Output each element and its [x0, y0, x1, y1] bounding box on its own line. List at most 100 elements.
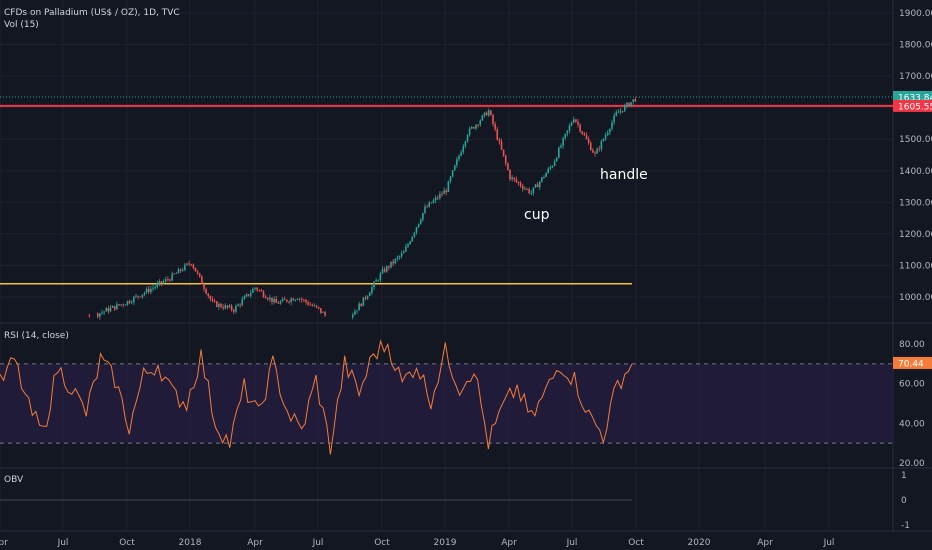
candle — [568, 125, 571, 131]
candle — [487, 110, 490, 116]
last-price-tag: 1633.84 — [898, 93, 932, 103]
candle — [232, 309, 235, 312]
candle — [368, 293, 371, 297]
candle — [105, 308, 108, 312]
candle — [279, 301, 282, 304]
candle — [126, 301, 129, 305]
candle — [449, 176, 452, 182]
rsi-last-tag-bg — [893, 356, 932, 369]
time-axis-label: Apr — [0, 538, 8, 548]
time-axis-label: Jul — [566, 538, 578, 548]
candle — [307, 302, 309, 305]
candle — [101, 312, 103, 314]
candle — [264, 296, 267, 299]
candle — [572, 119, 575, 123]
candle — [402, 251, 405, 254]
candle — [428, 202, 431, 207]
candle — [158, 281, 161, 284]
candle — [445, 190, 448, 193]
candle — [458, 155, 460, 160]
price-axis-label: 1100.00 — [899, 261, 932, 271]
candle — [111, 305, 114, 308]
candle — [470, 126, 473, 129]
candle — [613, 115, 615, 123]
candle — [122, 304, 125, 306]
candle — [630, 102, 632, 107]
candle — [477, 124, 479, 126]
candle — [381, 269, 384, 274]
candle — [417, 223, 420, 228]
obv-pane-title: OBV — [4, 475, 24, 485]
price-axis-label: 1200.00 — [899, 230, 932, 240]
candle — [303, 299, 305, 301]
candle — [375, 280, 377, 282]
candle — [141, 294, 144, 298]
candle — [589, 142, 592, 151]
candle — [396, 257, 399, 259]
candle — [456, 159, 458, 166]
candle — [453, 165, 456, 171]
candle — [139, 296, 142, 298]
candle — [296, 299, 299, 300]
candle — [526, 188, 528, 190]
candle — [209, 295, 212, 300]
candle — [228, 305, 231, 308]
candle — [411, 236, 414, 242]
candle — [549, 167, 552, 169]
candle — [543, 177, 545, 178]
candle — [120, 304, 122, 306]
obv-axis-label: 0 — [901, 496, 907, 506]
candle — [324, 312, 326, 316]
candle — [201, 276, 203, 285]
candle — [377, 280, 380, 281]
candle — [230, 305, 233, 310]
candle — [358, 303, 360, 311]
candle — [239, 304, 241, 306]
candle — [443, 190, 445, 195]
candle — [188, 263, 190, 265]
candle — [256, 287, 258, 291]
rsi-last-tag: 70.44 — [898, 359, 924, 369]
candle — [483, 112, 486, 116]
candle — [500, 141, 503, 150]
resistance-price-tag: 1605.55 — [898, 102, 932, 112]
candle — [241, 299, 244, 306]
candle — [162, 281, 165, 284]
candle — [160, 281, 163, 284]
candle — [462, 146, 465, 153]
candle — [538, 181, 541, 188]
candle — [492, 115, 494, 125]
candle — [113, 305, 116, 310]
candle — [171, 273, 173, 281]
candle — [519, 183, 522, 187]
candle — [103, 311, 105, 313]
candle — [164, 279, 167, 282]
rsi-axis-label: 60.00 — [899, 380, 925, 390]
candle — [226, 305, 229, 308]
candle — [570, 122, 573, 126]
time-axis-label: Oct — [119, 538, 135, 548]
price-axis-label: 1300.00 — [899, 198, 932, 208]
price-axis-label: 1800.00 — [899, 41, 932, 51]
candle — [430, 202, 433, 204]
handle-annotation: handle — [600, 167, 648, 183]
candle — [400, 253, 403, 257]
time-axis-label: Apr — [247, 538, 263, 548]
candle — [466, 135, 469, 142]
candle — [424, 206, 426, 214]
candle — [536, 184, 539, 188]
candle — [583, 133, 586, 136]
candle — [524, 188, 526, 190]
candle — [215, 301, 218, 307]
candle — [513, 177, 516, 180]
candle — [167, 279, 169, 280]
candle — [288, 301, 290, 303]
candle — [194, 267, 197, 272]
candle — [600, 140, 603, 150]
candle — [192, 264, 195, 268]
candle — [107, 308, 110, 312]
candle — [298, 298, 301, 300]
candle — [398, 256, 401, 258]
candle — [475, 124, 477, 129]
